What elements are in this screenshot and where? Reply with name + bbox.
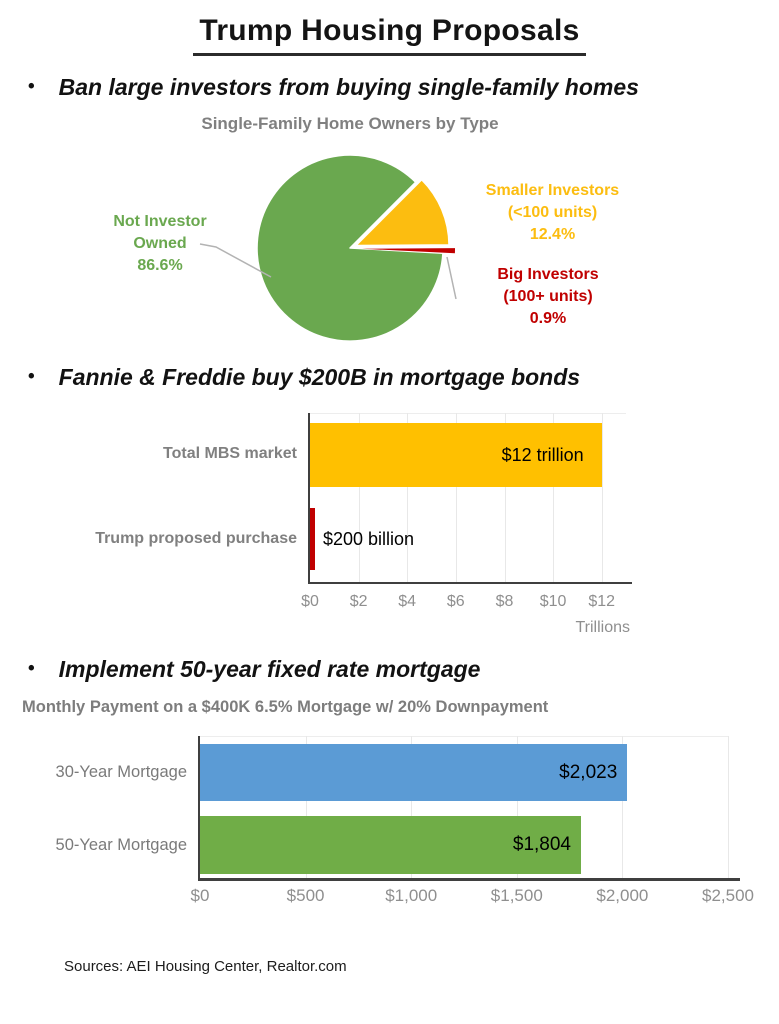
x-axis-line <box>198 878 740 881</box>
bullet-text: Ban large investors from buying single-f… <box>58 74 639 100</box>
bullet-marker-icon: • <box>28 366 35 387</box>
category-label: Trump proposed purchase <box>95 530 297 547</box>
gridline <box>411 736 413 878</box>
plot-area-top-border <box>310 413 626 414</box>
pie-leader-line <box>446 256 457 300</box>
pie-label-line: Not Investor <box>113 213 207 230</box>
x-axis-unit-label: Trillions <box>575 619 630 636</box>
x-axis-line <box>308 582 632 584</box>
mortgage-chart-title: Monthly Payment on a $400K 6.5% Mortgage… <box>22 698 549 716</box>
gridline <box>407 413 409 582</box>
bar-trump-proposed-purchase <box>310 508 315 570</box>
page-title: Trump Housing Proposals <box>193 14 586 56</box>
y-axis-line <box>198 736 200 878</box>
bullet-item-fannie-freddie: • Fannie & Freddie buy $200B in mortgage … <box>28 364 771 391</box>
bar-value-label: $2,023 <box>559 761 618 783</box>
x-tick-label: $1,500 <box>490 886 543 905</box>
category-label: 50-Year Mortgage <box>55 836 187 854</box>
bullet-marker-icon: • <box>28 76 35 97</box>
x-tick-label: $2,000 <box>596 886 649 905</box>
sources-footer: Sources: AEI Housing Center, Realtor.com <box>64 958 347 975</box>
gridline <box>728 736 729 878</box>
pie-label-line: 12.4% <box>529 226 576 243</box>
pie-slice-not-investor-owned <box>256 154 444 342</box>
bar-30-year-mortgage <box>200 744 628 801</box>
bar-value-label: $200 billion <box>323 529 415 549</box>
bullet-marker-icon: • <box>28 658 35 679</box>
pie-label-not-investor-owned: Not Investor Owned 86.6% <box>80 211 240 277</box>
gridline <box>358 413 360 582</box>
gridline <box>305 736 307 878</box>
pie-chart-title: Single-Family Home Owners by Type <box>201 114 499 133</box>
bar-50-year-mortgage <box>200 816 581 874</box>
bar-value-label: $12 trillion <box>501 445 584 465</box>
x-tick-label: $10 <box>539 593 567 610</box>
gridline <box>455 413 457 582</box>
bullet-item-ban-investors: • Ban large investors from buying single-… <box>28 74 771 101</box>
bar-total-mbs-market <box>310 423 602 487</box>
pie-label-big-investors-100-units: Big Investors (100+ units) 0.9% <box>448 264 648 330</box>
category-label: 30-Year Mortgage <box>55 763 187 781</box>
bullet-text: Fannie & Freddie buy $200B in mortgage b… <box>58 364 581 390</box>
gridline <box>553 413 555 582</box>
pie-label-line: Owned <box>133 235 187 252</box>
x-tick-label: $0 <box>190 886 210 905</box>
bullet-item-50-year-mortgage: • Implement 50-year fixed rate mortgage <box>28 656 771 683</box>
category-label: Total MBS market <box>163 445 297 462</box>
x-tick-label: $12 <box>588 593 616 610</box>
pie-label-line: 0.9% <box>529 310 567 327</box>
x-tick-label: $0 <box>301 593 319 610</box>
pie-leader-line <box>199 243 272 278</box>
pie-chart <box>199 154 457 342</box>
gridline <box>622 736 624 878</box>
x-tick-label: $1,000 <box>385 886 438 905</box>
bullet-text: Implement 50-year fixed rate mortgage <box>58 656 481 682</box>
y-axis-line <box>308 413 310 582</box>
pie-label-smaller-investors-100-units: Smaller Investors (<100 units) 12.4% <box>450 180 655 246</box>
x-tick-label: $8 <box>495 593 514 610</box>
plot-area-top-border <box>200 736 728 737</box>
header: Trump Housing Proposals <box>0 14 779 56</box>
pie-label-line: Big Investors <box>497 266 599 283</box>
pie-label-line: (<100 units) <box>507 204 598 221</box>
pie-slice-big-investors-100-units <box>362 248 456 254</box>
x-tick-label: $6 <box>446 593 465 610</box>
bar-value-label: $1,804 <box>512 834 571 855</box>
gridline <box>601 413 603 582</box>
x-tick-label: $500 <box>286 886 325 905</box>
x-tick-label: $2 <box>349 593 368 610</box>
pie-label-line: 86.6% <box>137 257 183 274</box>
gridline <box>516 736 518 878</box>
gridline <box>504 413 506 582</box>
pie-label-line: Smaller Investors <box>485 182 620 199</box>
pie-slice-smaller-investors-100-units <box>355 178 450 247</box>
x-tick-label: $2,500 <box>702 886 754 905</box>
x-tick-label: $4 <box>398 593 417 610</box>
pie-label-line: (100+ units) <box>503 288 593 305</box>
